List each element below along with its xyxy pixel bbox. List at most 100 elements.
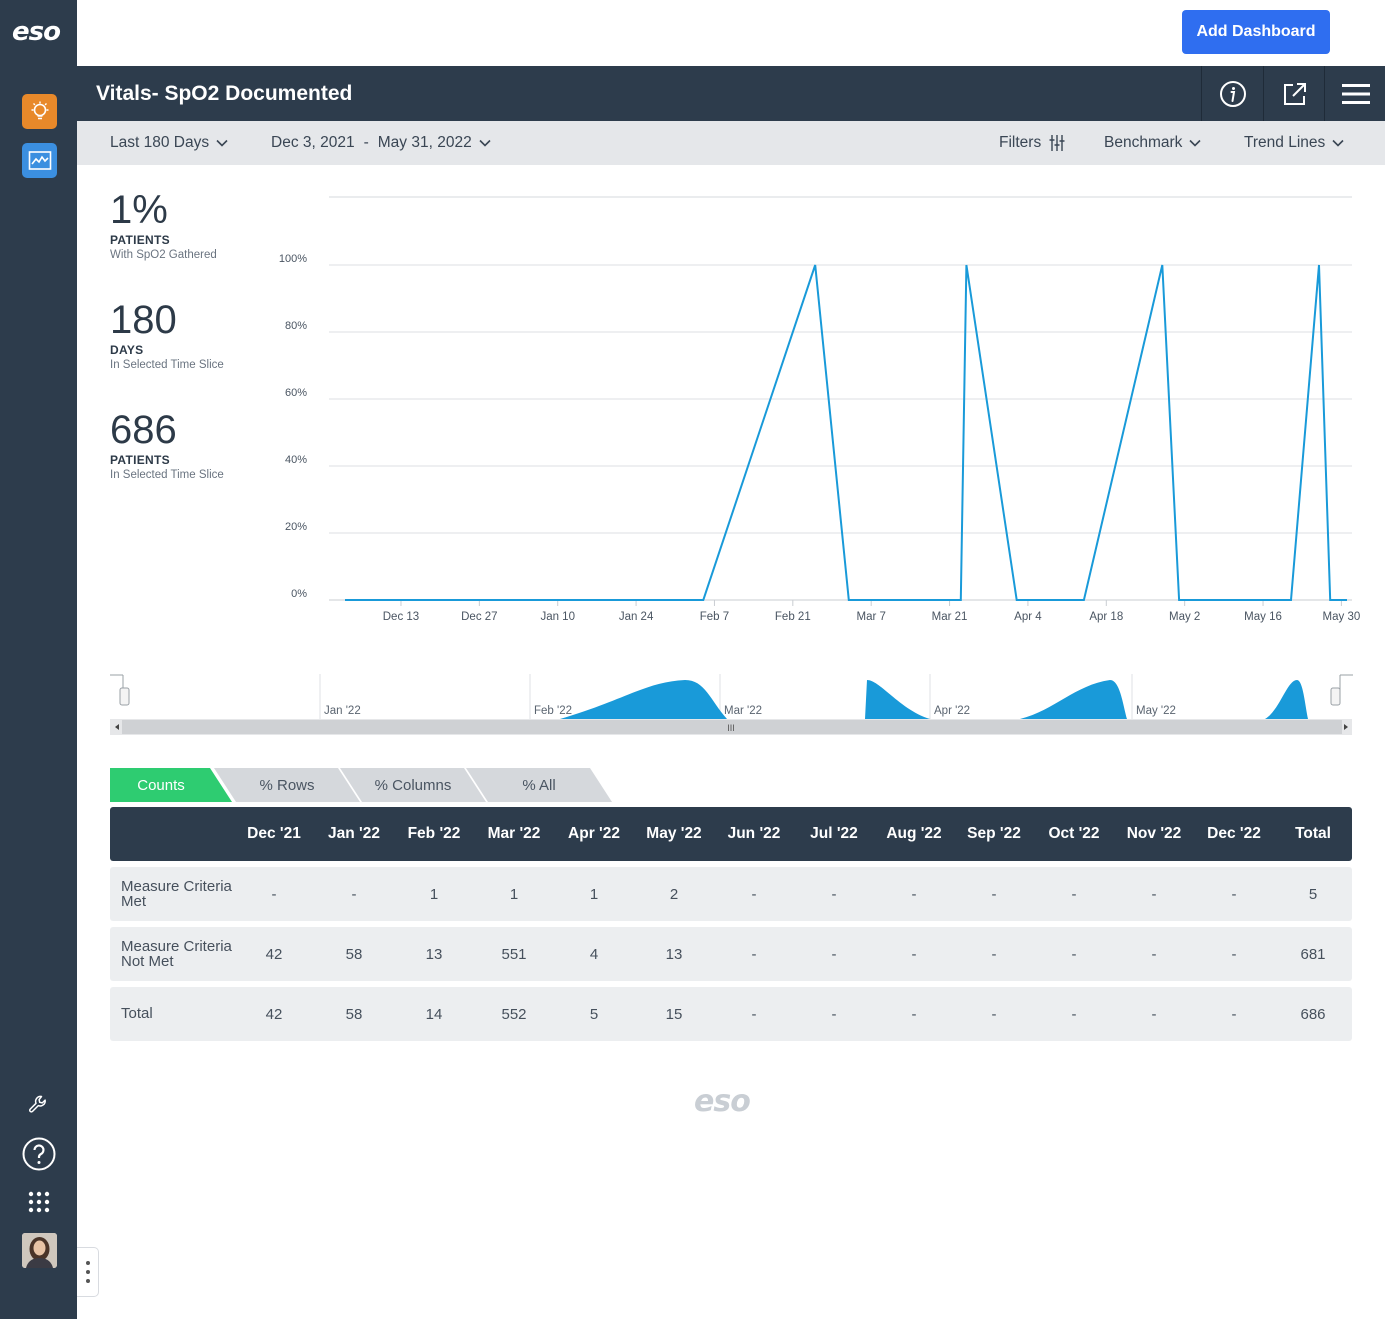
benchmark-dropdown[interactable]: Benchmark xyxy=(1104,134,1201,152)
hamburger-menu-icon xyxy=(1341,83,1370,104)
stat-sublabel: With SpO2 Gathered xyxy=(110,249,217,261)
navigator-month-label: Jan '22 xyxy=(324,705,361,717)
benchmark-label: Benchmark xyxy=(1104,134,1183,151)
trend-lines-dropdown[interactable]: Trend Lines xyxy=(1244,134,1344,152)
counts-table: Dec '21 Jan '22 Feb '22 Mar '22 Apr '22 May '… xyxy=(110,801,1352,1047)
table-cell: 1 xyxy=(554,867,634,921)
tab-shape xyxy=(214,768,360,802)
report-title-bar: Vitals- SpO2 Documented xyxy=(77,66,1385,121)
date-range-dropdown[interactable]: Last 180 Days xyxy=(110,134,228,152)
table-cell: - xyxy=(1114,927,1194,981)
table-cell: - xyxy=(234,867,314,921)
table-column-header: Nov '22 xyxy=(1114,807,1194,861)
add-dashboard-button[interactable]: Add Dashboard xyxy=(1182,10,1330,54)
custom-date-dropdown[interactable]: Dec 3, 2021 - May 31, 2022 xyxy=(271,134,491,152)
y-tick-label: 20% xyxy=(285,521,307,533)
eso-logo[interactable]: eso xyxy=(12,17,61,47)
table-header-row: Dec '21 Jan '22 Feb '22 Mar '22 Apr '22 May '… xyxy=(110,807,1352,861)
navigator-area xyxy=(560,680,727,719)
table-cell: 13 xyxy=(394,927,474,981)
table-row-label: Total xyxy=(110,987,234,1041)
table-cell: 58 xyxy=(314,927,394,981)
chevron-down-icon xyxy=(1332,139,1344,147)
table-row-label: Measure Criteria Not Met xyxy=(110,927,234,981)
navigator-scrollbar-thumb xyxy=(122,720,1342,734)
table-cell: - xyxy=(954,987,1034,1041)
stat-label: PATIENTS xyxy=(110,233,170,247)
trend-lines-label: Trend Lines xyxy=(1244,134,1326,151)
x-tick-label: May 2 xyxy=(1169,611,1200,623)
table-column-header: Apr '22 xyxy=(554,807,634,861)
table-cell: - xyxy=(954,867,1034,921)
navigator-left-handle xyxy=(119,687,130,706)
stat-sublabel: In Selected Time Slice xyxy=(110,469,224,481)
navigator-month-label: Apr '22 xyxy=(934,705,970,717)
question-circle-icon xyxy=(22,1137,56,1171)
spo2-line-chart: 0% 20% 40% 60% 80% 100% Dec 13 Dec 27 Jan 10 Jan … xyxy=(279,196,1361,623)
insights-lightbulb-button[interactable] xyxy=(22,94,57,129)
y-tick-label: 60% xyxy=(285,387,307,399)
stat-label: PATIENTS xyxy=(110,453,170,467)
x-tick-label: Dec 27 xyxy=(461,611,497,623)
table-column-header: Oct '22 xyxy=(1034,807,1114,861)
time-navigator[interactable]: III Jan '22 Feb '22 Mar '22 Apr '22 May '22 xyxy=(105,670,1360,740)
table-column-header: May '22 xyxy=(634,807,714,861)
table-cell: 14 xyxy=(394,987,474,1041)
filters-button[interactable]: Filters xyxy=(999,134,1066,152)
table-column-header: Total xyxy=(1274,807,1352,861)
tab-label: % Rows xyxy=(259,776,315,794)
x-tick-label: Jan 24 xyxy=(619,611,654,623)
x-tick-label: Mar 7 xyxy=(856,611,885,623)
settings-wrench-button[interactable] xyxy=(22,1088,56,1122)
navigator-right-handle xyxy=(1330,687,1341,706)
external-link-icon xyxy=(1283,82,1306,105)
table-cell: - xyxy=(1194,867,1274,921)
table-cell: 1 xyxy=(474,867,554,921)
table-cell: - xyxy=(794,867,874,921)
info-button[interactable] xyxy=(1201,66,1263,121)
filters-label: Filters xyxy=(999,134,1042,151)
tab-percent-rows[interactable]: % Rows xyxy=(214,768,360,802)
x-tick-label: May 30 xyxy=(1323,611,1361,623)
handle-dot xyxy=(85,1261,90,1265)
tab-shape xyxy=(110,768,232,802)
y-tick-label: 80% xyxy=(285,320,307,332)
table-cell: - xyxy=(1114,867,1194,921)
panel-drag-handle[interactable] xyxy=(77,1247,99,1297)
table-corner-cell xyxy=(110,807,234,861)
table-cell: 4 xyxy=(554,927,634,981)
table-column-header: Mar '22 xyxy=(474,807,554,861)
table-cell: - xyxy=(1194,987,1274,1041)
tab-label: % All xyxy=(522,776,556,794)
tab-shape xyxy=(466,768,612,802)
menu-button[interactable] xyxy=(1324,66,1385,121)
scroll-left-arrow-icon xyxy=(115,724,119,730)
table-cell: 15 xyxy=(634,987,714,1041)
table-cell: - xyxy=(794,987,874,1041)
wrench-icon xyxy=(29,1095,46,1113)
table-column-header: Aug '22 xyxy=(874,807,954,861)
table-cell: 13 xyxy=(634,927,714,981)
info-circle-icon xyxy=(1219,80,1246,107)
user-avatar[interactable] xyxy=(22,1233,57,1268)
app-launcher-button[interactable] xyxy=(22,1185,56,1219)
table-cell: 5 xyxy=(1274,867,1352,921)
y-tick-label: 100% xyxy=(279,253,307,265)
table-row: Measure Criteria Met - -1 1 1 2- - - - - - -5 xyxy=(110,867,1352,921)
table-column-header: Jun '22 xyxy=(714,807,794,861)
chevron-down-icon xyxy=(216,139,228,147)
tab-percent-columns[interactable]: % Columns xyxy=(340,768,486,802)
lightbulb-icon xyxy=(31,101,48,119)
table-cell: - xyxy=(874,927,954,981)
help-button[interactable] xyxy=(22,1137,56,1171)
table-column-header: Feb '22 xyxy=(394,807,474,861)
tab-counts[interactable]: Counts xyxy=(110,768,232,802)
table-cell: 552 xyxy=(474,987,554,1041)
table-cell: - xyxy=(714,867,794,921)
table-column-header: Jul '22 xyxy=(794,807,874,861)
analytics-dashboard-button[interactable] xyxy=(22,143,57,178)
tab-label: % Columns xyxy=(374,776,452,794)
open-external-button[interactable] xyxy=(1263,66,1325,121)
table-cell: 681 xyxy=(1274,927,1352,981)
tab-percent-all[interactable]: % All xyxy=(466,768,612,802)
